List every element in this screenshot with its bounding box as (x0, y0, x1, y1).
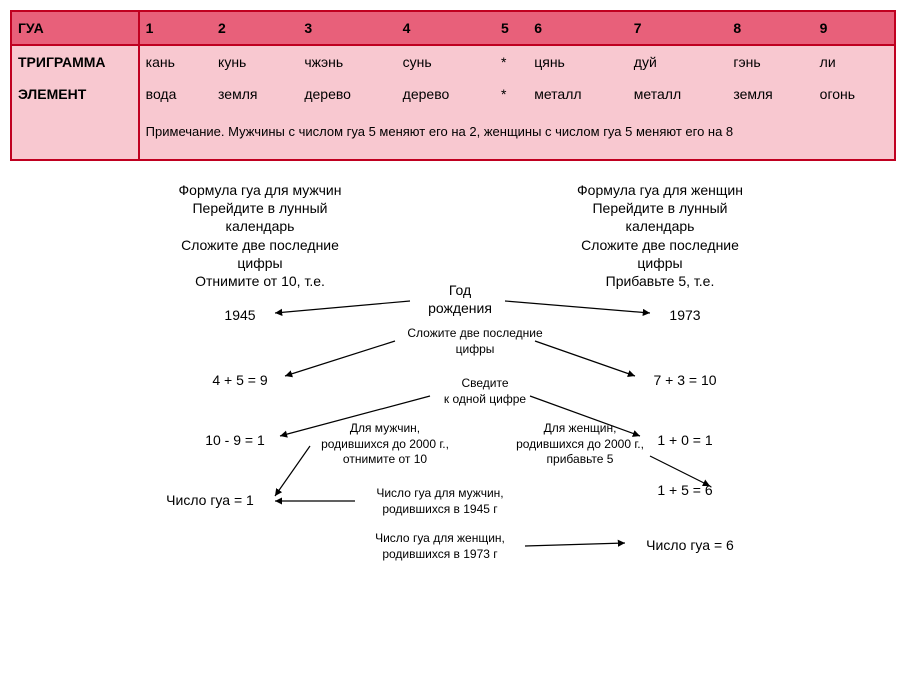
arrow-0 (275, 301, 410, 313)
note-text: Примечание. Мужчины с числом гуа 5 меняю… (139, 110, 895, 160)
element-row: ЭЛЕМЕНТ вода земля дерево дерево * метал… (11, 78, 895, 110)
arrow-3 (535, 341, 635, 376)
arrow-2 (285, 341, 395, 376)
row-label-trigram: ТРИГРАММА (11, 45, 139, 78)
trigram-6: цянь (528, 45, 628, 78)
trigram-3: чжэнь (298, 45, 396, 78)
trigram-7: дуй (628, 45, 728, 78)
node-women_result: Число гуа = 6 (630, 536, 750, 554)
col-4: 4 (397, 11, 495, 45)
element-9: огонь (814, 78, 895, 110)
col-5: 5 (495, 11, 528, 45)
note-empty (11, 110, 139, 160)
table-header-row: ГУА 1 2 3 4 5 6 7 8 9 (11, 11, 895, 45)
element-1: вода (139, 78, 212, 110)
node-men_result: Число гуа = 1 (150, 491, 270, 509)
gua-formula-diagram: Формула гуа для мужчин Перейдите в лунны… (10, 181, 896, 641)
node-men_title: Формула гуа для мужчин Перейдите в лунны… (150, 181, 370, 290)
col-7: 7 (628, 11, 728, 45)
node-women_year: 1973 (655, 306, 715, 324)
element-6: металл (528, 78, 628, 110)
col-1: 1 (139, 11, 212, 45)
node-women_reduce: 1 + 0 = 1 (645, 431, 725, 449)
trigram-8: гэнь (727, 45, 813, 78)
trigram-2: кунь (212, 45, 298, 78)
arrow-9 (525, 543, 625, 546)
col-gua: ГУА (11, 11, 139, 45)
note-row: Примечание. Мужчины с числом гуа 5 меняю… (11, 110, 895, 160)
element-2: земля (212, 78, 298, 110)
node-men_sum: 4 + 5 = 9 (200, 371, 280, 389)
node-women_sum: 7 + 3 = 10 (640, 371, 730, 389)
trigram-4: сунь (397, 45, 495, 78)
node-men_sub: 10 - 9 = 1 (195, 431, 275, 449)
trigram-row: ТРИГРАММА кань кунь чжэнь сунь * цянь ду… (11, 45, 895, 78)
trigram-9: ли (814, 45, 895, 78)
node-step_reduce: Сведите к одной цифре (435, 376, 535, 407)
element-3: дерево (298, 78, 396, 110)
element-7: металл (628, 78, 728, 110)
node-year: Год рождения (415, 281, 505, 317)
node-women_result_note: Число гуа для женщин, родившихся в 1973 … (355, 531, 525, 562)
element-8: земля (727, 78, 813, 110)
node-women_title: Формула гуа для женщин Перейдите в лунны… (540, 181, 780, 290)
node-women_note: Для женщин, родившихся до 2000 г., приба… (505, 421, 655, 468)
col-9: 9 (814, 11, 895, 45)
col-3: 3 (298, 11, 396, 45)
col-6: 6 (528, 11, 628, 45)
trigram-5: * (495, 45, 528, 78)
gua-table: ГУА 1 2 3 4 5 6 7 8 9 ТРИГРАММА кань кун… (10, 10, 896, 161)
arrow-1 (505, 301, 650, 313)
node-women_add: 1 + 5 = 6 (645, 481, 725, 499)
node-step_sum: Сложите две последние цифры (400, 326, 550, 357)
element-5: * (495, 78, 528, 110)
col-8: 8 (727, 11, 813, 45)
node-men_year: 1945 (210, 306, 270, 324)
element-4: дерево (397, 78, 495, 110)
col-2: 2 (212, 11, 298, 45)
node-men_note: Для мужчин, родившихся до 2000 г., отним… (310, 421, 460, 468)
row-label-element: ЭЛЕМЕНТ (11, 78, 139, 110)
node-men_result_note: Число гуа для мужчин, родившихся в 1945 … (355, 486, 525, 517)
trigram-1: кань (139, 45, 212, 78)
arrow-6 (275, 446, 310, 496)
